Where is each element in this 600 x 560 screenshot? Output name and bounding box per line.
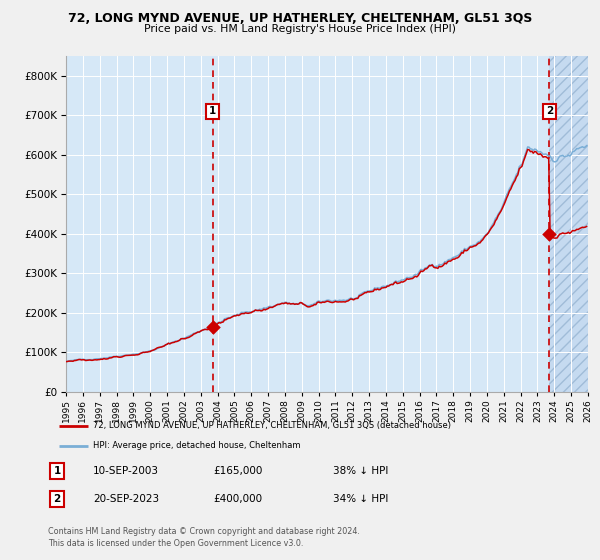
- Text: 1: 1: [209, 106, 216, 116]
- Text: 72, LONG MYND AVENUE, UP HATHERLEY, CHELTENHAM, GL51 3QS (detached house): 72, LONG MYND AVENUE, UP HATHERLEY, CHEL…: [93, 421, 451, 430]
- Text: 34% ↓ HPI: 34% ↓ HPI: [333, 494, 388, 504]
- Text: Contains HM Land Registry data © Crown copyright and database right 2024.: Contains HM Land Registry data © Crown c…: [48, 528, 360, 536]
- Text: Price paid vs. HM Land Registry's House Price Index (HPI): Price paid vs. HM Land Registry's House …: [144, 24, 456, 34]
- Bar: [550, 56, 588, 392]
- Text: 2: 2: [53, 494, 61, 504]
- Text: 10-SEP-2003: 10-SEP-2003: [93, 466, 159, 476]
- Point: [545, 230, 554, 239]
- Text: 72, LONG MYND AVENUE, UP HATHERLEY, CHELTENHAM, GL51 3QS: 72, LONG MYND AVENUE, UP HATHERLEY, CHEL…: [68, 12, 532, 25]
- Text: HPI: Average price, detached house, Cheltenham: HPI: Average price, detached house, Chel…: [93, 441, 301, 450]
- Text: £400,000: £400,000: [213, 494, 262, 504]
- Text: This data is licensed under the Open Government Licence v3.0.: This data is licensed under the Open Gov…: [48, 539, 304, 548]
- Text: 1: 1: [53, 466, 61, 476]
- Text: £165,000: £165,000: [213, 466, 262, 476]
- Text: 38% ↓ HPI: 38% ↓ HPI: [333, 466, 388, 476]
- Point: [208, 323, 217, 332]
- Text: 2: 2: [546, 106, 553, 116]
- Text: 20-SEP-2023: 20-SEP-2023: [93, 494, 159, 504]
